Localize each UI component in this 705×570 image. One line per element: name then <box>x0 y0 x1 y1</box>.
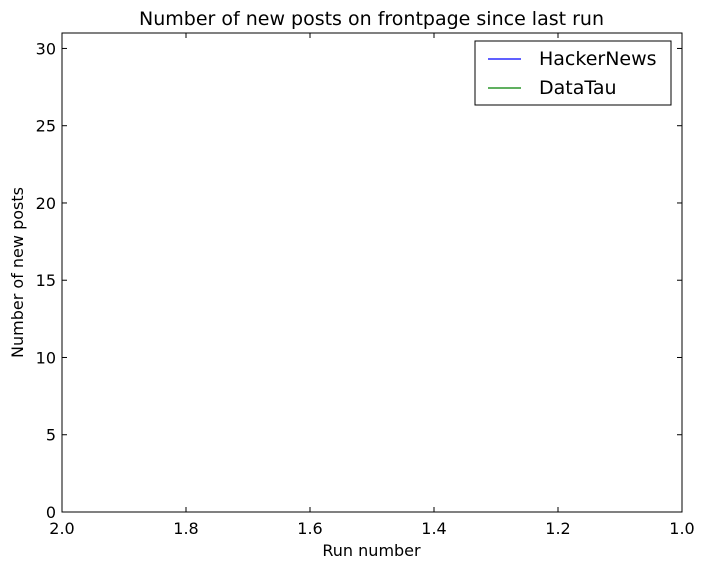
plot-area-frame <box>61 32 683 513</box>
chart-title: Number of new posts on frontpage since l… <box>139 8 604 30</box>
legend-label-datatau: DataTau <box>539 77 617 99</box>
x-tick-label: 1.6 <box>297 519 322 538</box>
y-tick-label: 5 <box>46 426 56 445</box>
x-tick-label: 1.0 <box>669 519 694 538</box>
legend-label-hackernews: HackerNews <box>539 48 657 70</box>
y-tick-label: 10 <box>36 348 56 367</box>
y-tick-label: 20 <box>36 194 56 213</box>
y-tick-label: 0 <box>46 503 56 522</box>
y-tick-label: 25 <box>36 117 56 136</box>
x-tick-label: 1.2 <box>545 519 570 538</box>
x-tick-label: 2.0 <box>49 519 74 538</box>
y-axis-label: Number of new posts <box>8 187 27 358</box>
y-tick-label: 30 <box>36 39 56 58</box>
y-tick-label: 15 <box>36 271 56 290</box>
x-axis-label: Run number <box>322 541 421 560</box>
legend: HackerNews DataTau <box>474 40 672 106</box>
x-tick-label: 1.8 <box>173 519 198 538</box>
legend-box <box>474 40 672 106</box>
x-tick-label: 1.4 <box>421 519 446 538</box>
